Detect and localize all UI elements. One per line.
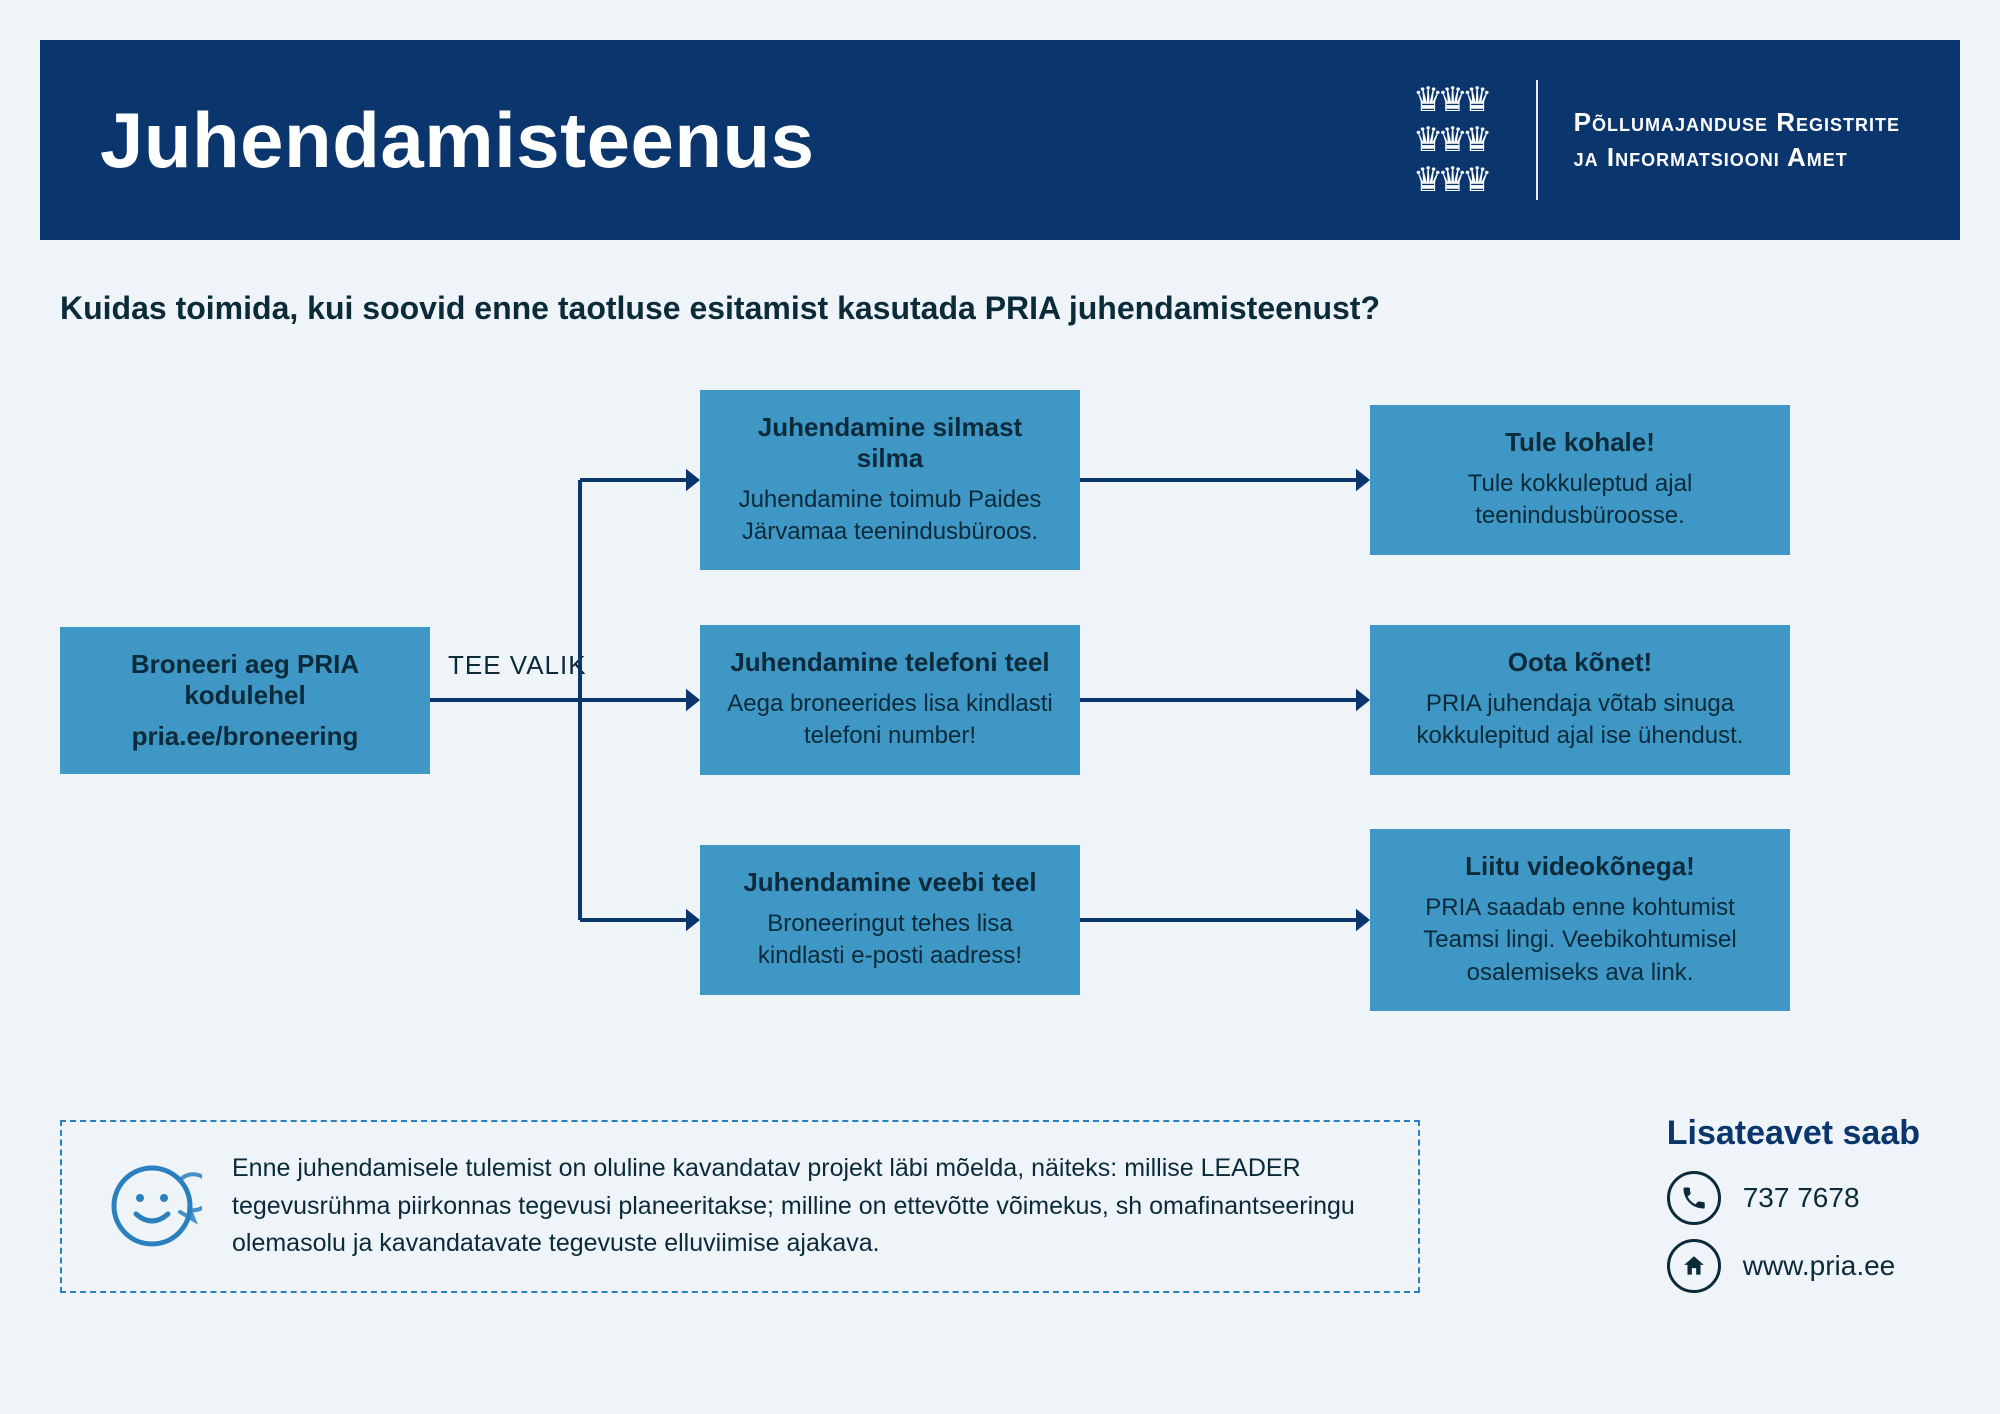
info-text: Enne juhendamisele tulemist on oluline k… <box>232 1154 1355 1257</box>
flow-option-2-end-title: Oota kõnet! <box>1396 647 1764 678</box>
page-title: Juhendamisteenus <box>100 95 1400 186</box>
flow-option-3-end-body: PRIA saadab enne kohtumist Teamsi lingi.… <box>1396 892 1764 989</box>
flow-option-1-mid-title: Juhendamine silmast silma <box>726 412 1054 474</box>
flow-option-2-mid-title: Juhendamine telefoni teel <box>726 647 1054 678</box>
flow-option-1-end-title: Tule kohale! <box>1396 427 1764 458</box>
divider <box>1536 80 1538 200</box>
chat-smile-icon <box>102 1156 202 1256</box>
flow-option-3-mid: Juhendamine veebi teel Broneeringut tehe… <box>700 845 1080 995</box>
flow-option-1-mid-body: Juhendamine toimub Paides Järvamaa teeni… <box>726 484 1054 549</box>
org-name: Põllumajanduse Registrite ja Informatsio… <box>1574 105 1900 175</box>
org-line2: ja Informatsiooni Amet <box>1574 140 1900 175</box>
flow-option-1-end: Tule kohale! Tule kokkuleptud ajal teeni… <box>1370 405 1790 555</box>
header-banner: Juhendamisteenus ♛♛♛ ♛♛♛ ♛♛♛ Põllumajand… <box>40 40 1960 240</box>
contact-phone-row: 737 7678 <box>1667 1171 1920 1225</box>
contact-phone: 737 7678 <box>1743 1182 1860 1214</box>
branch-label: TEE VALIK <box>448 650 587 681</box>
flow-start-body: pria.ee/broneering <box>86 721 404 752</box>
contact-block: Lisateavet saab 737 7678 www.pria.ee <box>1667 1114 1920 1307</box>
phone-icon <box>1667 1171 1721 1225</box>
contact-web-row: www.pria.ee <box>1667 1239 1920 1293</box>
info-box: Enne juhendamisele tulemist on oluline k… <box>60 1120 1420 1293</box>
flow-start-title: Broneeri aeg PRIA kodulehel <box>86 649 404 711</box>
flow-option-2-mid-body: Aega broneerides lisa kindlasti telefoni… <box>726 688 1054 753</box>
contact-web: www.pria.ee <box>1743 1250 1896 1282</box>
flow-option-3-end-title: Liitu videokõnega! <box>1396 851 1764 882</box>
flow-option-2-end: Oota kõnet! PRIA juhendaja võtab sinuga … <box>1370 625 1790 775</box>
flow-start-box: Broneeri aeg PRIA kodulehel pria.ee/bron… <box>60 627 430 774</box>
flow-option-3-end: Liitu videokõnega! PRIA saadab enne koht… <box>1370 829 1790 1011</box>
flow-option-2-mid: Juhendamine telefoni teel Aega broneerid… <box>700 625 1080 775</box>
header-right: ♛♛♛ ♛♛♛ ♛♛♛ Põllumajanduse Registrite ja… <box>1400 80 1900 200</box>
org-line1: Põllumajanduse Registrite <box>1574 105 1900 140</box>
contact-title: Lisateavet saab <box>1667 1114 1920 1153</box>
home-icon <box>1667 1239 1721 1293</box>
subheading: Kuidas toimida, kui soovid enne taotluse… <box>60 290 1380 327</box>
flow-option-3-mid-title: Juhendamine veebi teel <box>726 867 1054 898</box>
flow-option-1-end-body: Tule kokkuleptud ajal teenindusbüroosse. <box>1396 468 1764 533</box>
coat-of-arms-icon: ♛♛♛ ♛♛♛ ♛♛♛ <box>1400 80 1500 200</box>
flow-option-2-end-body: PRIA juhendaja võtab sinuga kokkulepitud… <box>1396 688 1764 753</box>
flow-option-1-mid: Juhendamine silmast silma Juhendamine to… <box>700 390 1080 571</box>
flow-option-3-mid-body: Broneeringut tehes lisa kindlasti e-post… <box>726 908 1054 973</box>
